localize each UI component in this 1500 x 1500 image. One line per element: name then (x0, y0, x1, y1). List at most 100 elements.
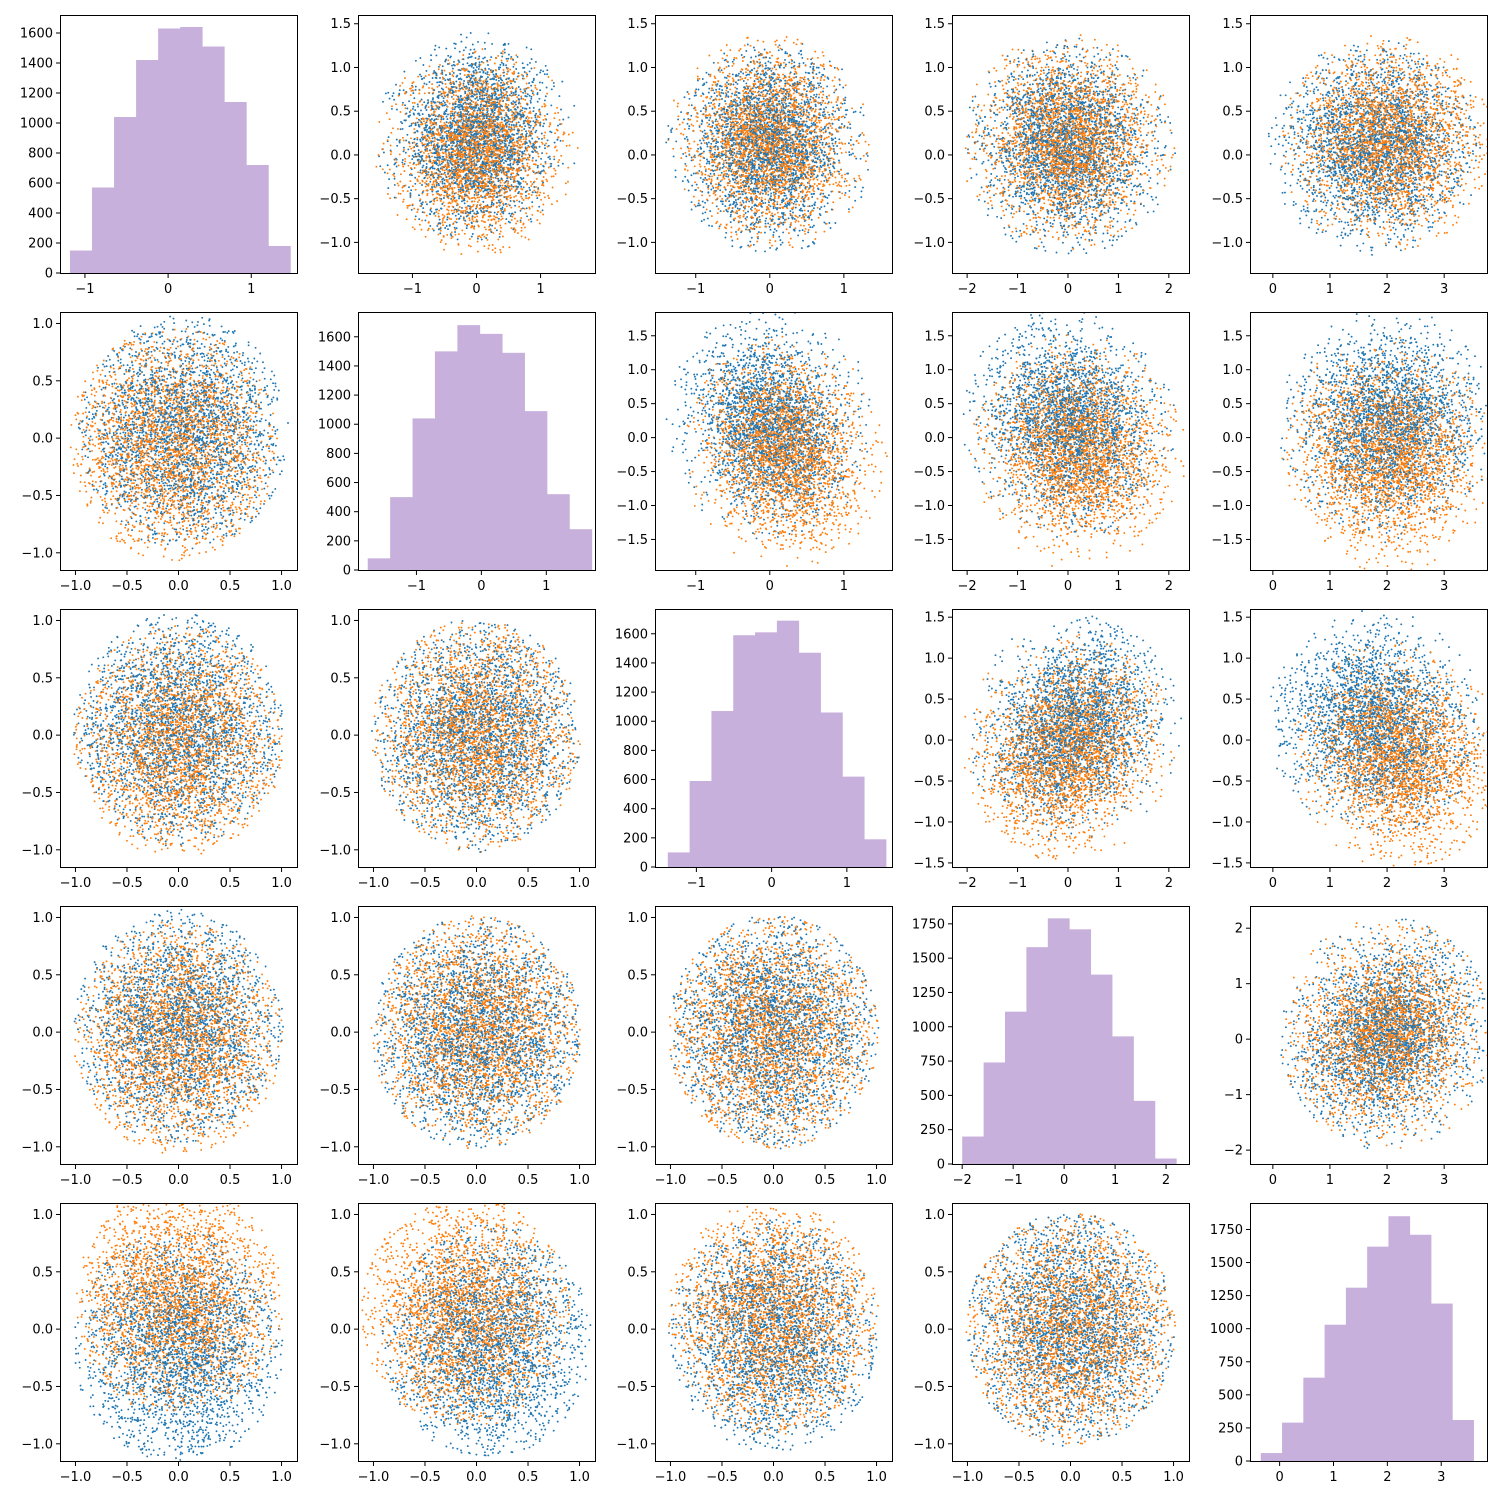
scatter-point (502, 124, 504, 126)
scatter-point (466, 76, 468, 78)
scatter-point (458, 101, 460, 103)
scatter-point (428, 228, 430, 230)
scatter-point (502, 100, 504, 102)
scatter-point (441, 95, 443, 97)
scatter-point (471, 197, 473, 199)
scatter-point (445, 110, 447, 112)
scatter-point (495, 154, 497, 156)
scatter-point (499, 249, 501, 251)
scatter-point (461, 197, 463, 199)
scatter-point (428, 118, 430, 120)
scatter-point (426, 203, 428, 205)
histogram-bar (180, 27, 202, 273)
scatter-point (408, 100, 410, 102)
scatter-point (504, 52, 506, 54)
scatter-point (505, 181, 507, 183)
scatter-point (497, 119, 499, 121)
scatter-point (492, 249, 494, 251)
scatter-point (512, 139, 514, 141)
scatter-point (435, 179, 437, 181)
scatter-point (485, 210, 487, 212)
scatter-point (447, 140, 449, 142)
scatter-point (444, 148, 446, 150)
scatter-point (489, 211, 491, 213)
scatter-point (515, 229, 517, 231)
scatter-point (403, 199, 405, 201)
scatter-point (455, 215, 457, 217)
scatter-point (544, 115, 546, 117)
scatter-point (396, 166, 398, 168)
scatter-point (443, 249, 445, 251)
scatter-point (535, 113, 537, 115)
scatter-point (531, 133, 533, 135)
scatter-point (462, 171, 464, 173)
scatter-point (518, 201, 520, 203)
scatter-point (522, 177, 524, 179)
scatter-point (521, 198, 523, 200)
scatter-point (447, 181, 449, 183)
scatter-point (521, 74, 523, 76)
scatter-point (493, 190, 495, 192)
scatter-point (438, 132, 440, 134)
scatter-point (521, 166, 523, 168)
scatter-point (453, 176, 455, 178)
scatter-point (405, 184, 407, 186)
scatter-point (444, 132, 446, 134)
scatter-point (468, 114, 470, 116)
scatter-point (470, 167, 472, 169)
scatter-point (482, 151, 484, 153)
scatter-point (427, 135, 429, 137)
scatter-point (446, 234, 448, 236)
y-tick-label: 1400 (20, 57, 53, 72)
scatter-point (465, 120, 467, 122)
scatter-point (487, 159, 489, 161)
scatter-point (453, 64, 455, 66)
scatter-point (535, 191, 537, 193)
scatter-point (456, 176, 458, 178)
scatter-point (475, 69, 477, 71)
scatter-point (487, 248, 489, 250)
scatter-point (441, 137, 443, 139)
scatter-point (520, 196, 522, 198)
scatter-point (501, 194, 503, 196)
scatter-point (447, 79, 449, 81)
scatter-point (461, 99, 463, 101)
scatter-point (485, 72, 487, 74)
scatter-point (446, 94, 448, 96)
scatter-point (445, 154, 447, 156)
scatter-point (503, 149, 505, 151)
scatter-point (511, 188, 513, 190)
scatter-point (451, 178, 453, 180)
scatter-point (543, 119, 545, 121)
scatter-point (452, 120, 454, 122)
scatter-point (481, 48, 483, 50)
scatter-point (501, 56, 503, 58)
scatter-point (404, 77, 406, 79)
scatter-point (485, 147, 487, 149)
scatter-point (512, 137, 514, 139)
scatter-point (512, 149, 514, 151)
scatter-point (476, 219, 478, 221)
scatter-point (445, 145, 447, 147)
scatter-point (485, 166, 487, 168)
scatter-point (387, 92, 389, 94)
scatter-point (421, 184, 423, 186)
scatter-point (461, 130, 463, 132)
scatter-point (520, 186, 522, 188)
scatter-point (494, 63, 496, 65)
scatter-point (453, 42, 455, 44)
scatter-point (495, 150, 497, 152)
scatter-point (480, 171, 482, 173)
scatter-point (421, 203, 423, 205)
scatter-point (508, 124, 510, 126)
scatter-point (528, 82, 530, 84)
scatter-point (462, 88, 464, 90)
scatter-point (451, 187, 453, 189)
scatter-point (504, 97, 506, 99)
scatter-point (413, 81, 415, 83)
scatter-point (513, 63, 515, 65)
scatter-point (539, 192, 541, 194)
scatter-point (541, 106, 543, 108)
scatter-point (473, 134, 475, 136)
scatter-point (482, 87, 484, 89)
